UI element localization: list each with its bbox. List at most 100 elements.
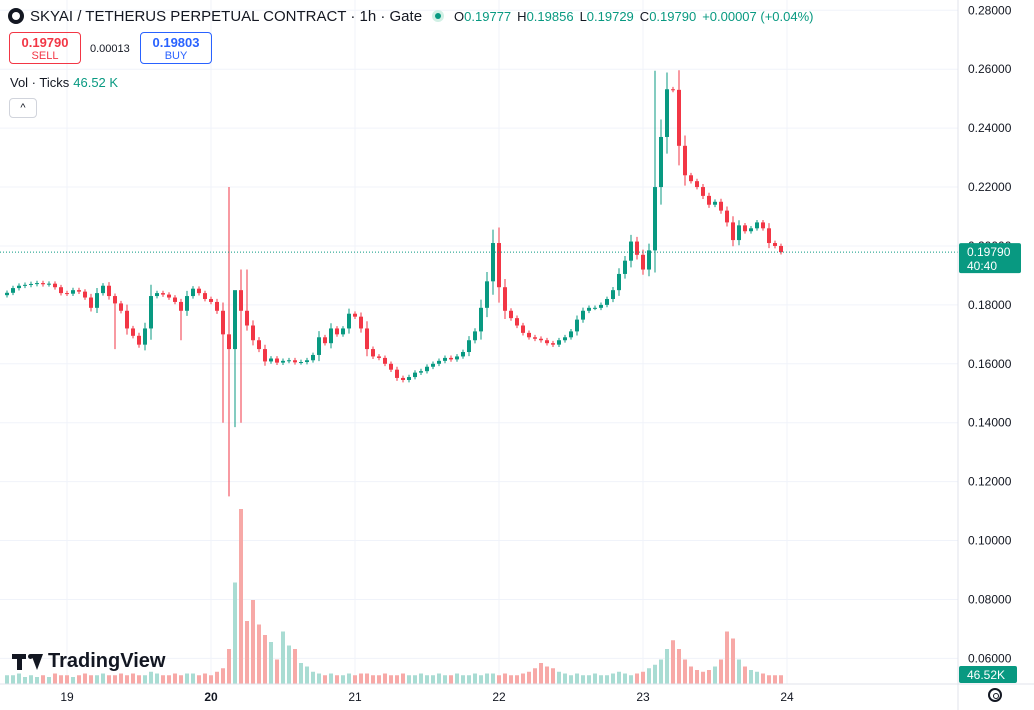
volume-bar	[689, 666, 693, 684]
volume-bar	[473, 673, 477, 684]
candle-body	[155, 293, 159, 297]
volume-bar	[185, 673, 189, 684]
candle-body	[125, 310, 129, 329]
candle-body	[581, 310, 585, 320]
volume-legend-value: 46.52 K	[73, 75, 119, 90]
symbol-logo-icon[interactable]	[8, 8, 24, 24]
volume-bar	[413, 675, 417, 684]
time-tick-label: 22	[492, 690, 506, 704]
price-tick-label: 0.26000	[968, 62, 1012, 76]
candle-body	[599, 304, 603, 308]
candle-body	[29, 283, 33, 285]
volume-bar	[143, 675, 147, 684]
volume-bar	[89, 675, 93, 684]
volume-bar	[161, 675, 165, 684]
volume-bar	[497, 675, 501, 684]
volume-bar	[341, 675, 345, 684]
candle-body	[575, 319, 579, 332]
volume-bar	[629, 675, 633, 684]
candle-body	[365, 328, 369, 350]
candle-body	[101, 285, 105, 294]
volume-bar	[599, 675, 603, 684]
collapse-legend-button[interactable]: ^	[9, 98, 37, 118]
volume-bar	[59, 675, 63, 684]
tradingview-logo[interactable]: TradingView	[12, 650, 165, 673]
buy-button[interactable]: 0.19803 BUY	[140, 32, 212, 64]
candle-body	[299, 362, 303, 364]
volume-bar	[671, 640, 675, 684]
candle-body	[437, 360, 441, 364]
candle-body	[569, 331, 573, 338]
candle-body	[413, 372, 417, 378]
ohlc-high: H0.19856	[517, 8, 574, 24]
volume-bar	[551, 668, 555, 684]
candle-body	[485, 281, 489, 308]
volume-bar	[293, 649, 297, 684]
candle-body	[611, 290, 615, 299]
candle-body	[497, 243, 501, 288]
candle-body	[665, 89, 669, 137]
candle-body	[305, 360, 309, 363]
volume-bar	[359, 673, 363, 684]
volume-bar	[749, 670, 753, 684]
candle-body	[443, 357, 447, 361]
volume-bar	[479, 675, 483, 684]
candle-body	[95, 293, 99, 308]
candle-body	[731, 222, 735, 241]
candle-body	[359, 316, 363, 329]
last-volume-label: 46.52K	[959, 666, 1017, 683]
candle-body	[179, 301, 183, 311]
time-axis[interactable]: 19 20 21 22 23 24	[0, 683, 1034, 704]
price-tick-label: 0.06000	[968, 651, 1012, 665]
volume-bar	[221, 668, 225, 684]
candle-body	[35, 283, 39, 285]
chart-legend-header: SKYAI / TETHERUS PERPETUAL CONTRACT · 1h…	[8, 6, 820, 26]
volume-bar	[419, 673, 423, 684]
volume-bar	[443, 675, 447, 684]
candle-body	[653, 187, 657, 251]
candle-body	[197, 288, 201, 294]
volume-bar	[215, 671, 219, 684]
volume-bar	[587, 675, 591, 684]
tradingview-logo-icon	[12, 653, 43, 670]
candle-body	[401, 377, 405, 380]
volume-bar	[179, 675, 183, 684]
candle-body	[215, 301, 219, 311]
volume-bar	[653, 664, 657, 684]
price-tick-label: 0.10000	[968, 534, 1012, 548]
volume-bar	[317, 673, 321, 684]
symbol-title[interactable]: SKYAI / TETHERUS PERPETUAL CONTRACT · 1h…	[30, 7, 423, 25]
volume-bar	[257, 624, 261, 684]
volume-bar	[65, 675, 69, 684]
candle-body	[257, 340, 261, 350]
candle-body	[749, 228, 753, 232]
volume-bar	[539, 663, 543, 684]
candle-body	[719, 201, 723, 211]
candle-body	[77, 290, 81, 292]
volume-bar	[773, 675, 777, 684]
buy-label: BUY	[164, 50, 188, 62]
spread-value: 0.00013	[90, 43, 130, 55]
market-open-icon	[432, 10, 445, 22]
candle-body	[191, 288, 195, 297]
price-axis[interactable]: 0.280000.260000.240000.220000.200000.180…	[957, 0, 1012, 710]
candle-body	[161, 293, 165, 295]
volume-bar	[71, 677, 75, 684]
volume-bar	[425, 675, 429, 684]
candle-body	[623, 260, 627, 274]
sell-button[interactable]: 0.19790 SELL	[9, 32, 81, 64]
time-tick-label: 21	[348, 690, 362, 704]
volume-legend[interactable]: Vol · Ticks 46.52 K	[10, 75, 118, 90]
candle-body	[761, 222, 765, 229]
candle-body	[431, 363, 435, 367]
volume-bar	[641, 671, 645, 684]
gear-icon[interactable]	[988, 688, 1002, 702]
volume-bar	[437, 673, 441, 684]
candle-body	[119, 303, 123, 311]
candle-body	[53, 283, 57, 288]
candle-body	[269, 358, 273, 362]
candle-body	[551, 343, 555, 345]
candle-body	[245, 310, 249, 326]
time-tick-label: 19	[60, 690, 74, 704]
